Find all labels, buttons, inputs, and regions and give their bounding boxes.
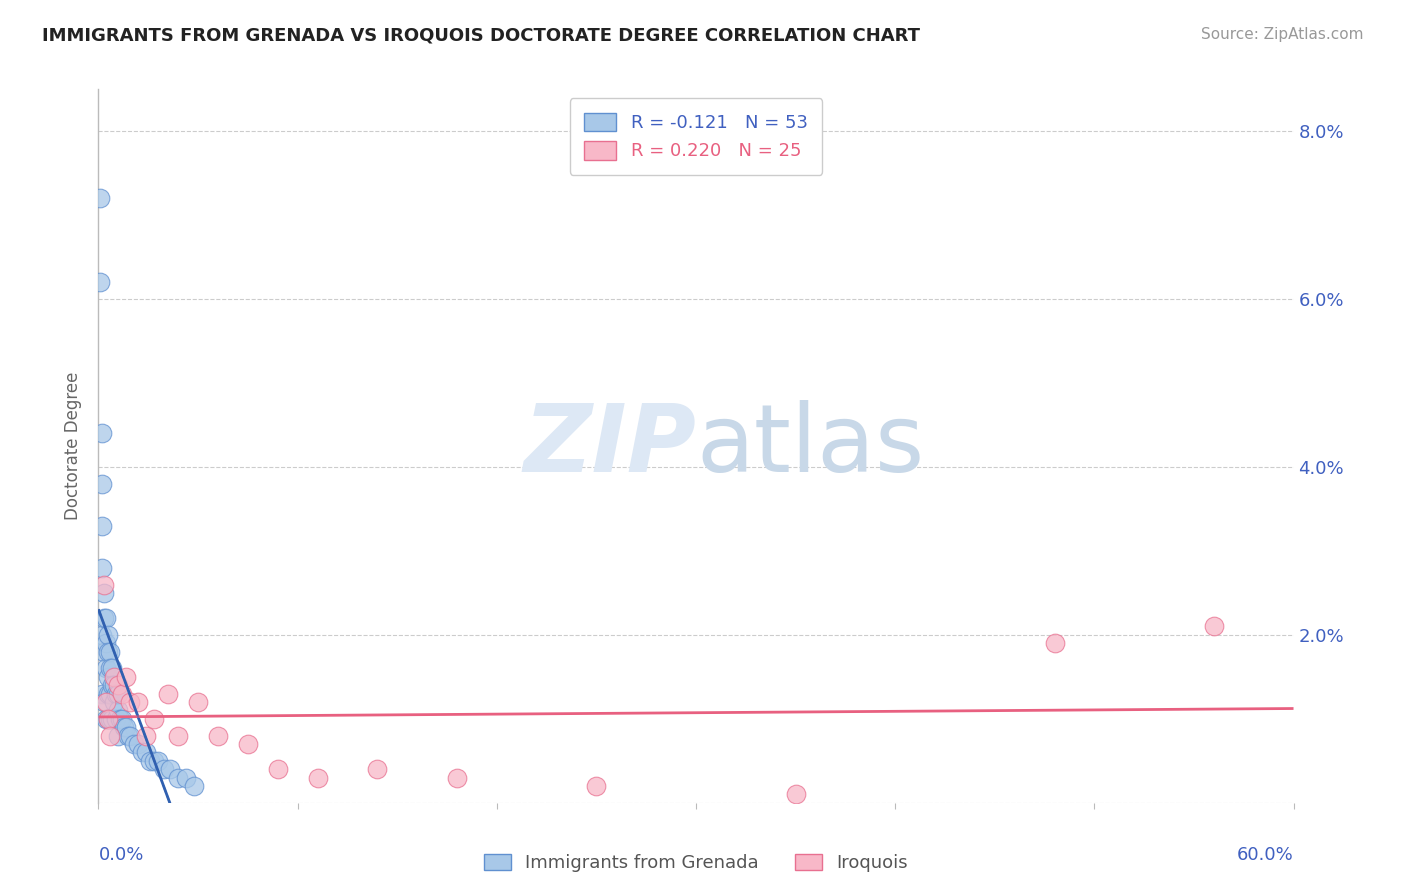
Point bbox=[100, 712, 122, 726]
Point bbox=[143, 754, 166, 768]
Point bbox=[1043, 636, 1066, 650]
Point bbox=[97, 687, 120, 701]
Point bbox=[91, 628, 114, 642]
Point bbox=[785, 788, 807, 802]
Point bbox=[307, 771, 329, 785]
Y-axis label: Doctorate Degree: Doctorate Degree bbox=[65, 372, 83, 520]
Point bbox=[366, 762, 388, 776]
Point bbox=[105, 687, 128, 701]
Point bbox=[139, 754, 162, 768]
Point bbox=[93, 577, 115, 591]
Text: 60.0%: 60.0% bbox=[1237, 846, 1294, 863]
Point bbox=[143, 712, 166, 726]
Point bbox=[103, 678, 125, 692]
Point bbox=[100, 661, 122, 675]
Point bbox=[93, 611, 115, 625]
Point bbox=[183, 779, 205, 793]
Point bbox=[187, 695, 209, 709]
Point bbox=[135, 729, 157, 743]
Point bbox=[97, 670, 120, 684]
Point bbox=[101, 661, 124, 675]
Point bbox=[115, 720, 138, 734]
Point bbox=[93, 586, 115, 600]
Point bbox=[446, 771, 468, 785]
Point bbox=[97, 628, 120, 642]
Point bbox=[96, 661, 118, 675]
Point bbox=[93, 695, 115, 709]
Point bbox=[127, 737, 149, 751]
Point bbox=[111, 712, 134, 726]
Point bbox=[91, 476, 114, 491]
Point bbox=[167, 771, 190, 785]
Point bbox=[111, 687, 134, 701]
Point bbox=[105, 712, 128, 726]
Text: ZIP: ZIP bbox=[523, 400, 696, 492]
Point bbox=[107, 678, 129, 692]
Point bbox=[96, 611, 118, 625]
Point bbox=[100, 645, 122, 659]
Point bbox=[167, 729, 190, 743]
Point bbox=[135, 746, 157, 760]
Point bbox=[97, 712, 120, 726]
Point bbox=[103, 695, 125, 709]
Point bbox=[131, 746, 153, 760]
Point bbox=[107, 687, 129, 701]
Point bbox=[93, 645, 115, 659]
Point bbox=[97, 645, 120, 659]
Text: Source: ZipAtlas.com: Source: ZipAtlas.com bbox=[1201, 27, 1364, 42]
Point bbox=[100, 729, 122, 743]
Point bbox=[236, 737, 259, 751]
Point bbox=[100, 687, 122, 701]
Point bbox=[96, 712, 118, 726]
Point bbox=[97, 712, 120, 726]
Point bbox=[267, 762, 290, 776]
Point bbox=[120, 729, 142, 743]
Point bbox=[157, 687, 180, 701]
Point bbox=[91, 426, 114, 441]
Point bbox=[101, 678, 124, 692]
Point bbox=[110, 712, 132, 726]
Point bbox=[91, 687, 114, 701]
Point bbox=[107, 729, 129, 743]
Point bbox=[112, 720, 135, 734]
Point bbox=[115, 670, 138, 684]
Point bbox=[1202, 619, 1225, 633]
Point bbox=[153, 762, 176, 776]
Text: 0.0%: 0.0% bbox=[98, 846, 143, 863]
Point bbox=[89, 275, 111, 289]
Point bbox=[96, 636, 118, 650]
Point bbox=[174, 771, 197, 785]
Point bbox=[120, 695, 142, 709]
Legend: Immigrants from Grenada, Iroquois: Immigrants from Grenada, Iroquois bbox=[477, 847, 915, 880]
Point bbox=[107, 703, 129, 717]
Point bbox=[127, 695, 149, 709]
Text: atlas: atlas bbox=[696, 400, 924, 492]
Point bbox=[101, 712, 124, 726]
Text: IMMIGRANTS FROM GRENADA VS IROQUOIS DOCTORATE DEGREE CORRELATION CHART: IMMIGRANTS FROM GRENADA VS IROQUOIS DOCT… bbox=[42, 27, 920, 45]
Point bbox=[148, 754, 170, 768]
Point bbox=[159, 762, 181, 776]
Point bbox=[124, 737, 146, 751]
Point bbox=[117, 729, 139, 743]
Point bbox=[585, 779, 607, 793]
Point bbox=[96, 695, 118, 709]
Point bbox=[207, 729, 229, 743]
Point bbox=[91, 518, 114, 533]
Point bbox=[103, 670, 125, 684]
Point bbox=[89, 191, 111, 205]
Point bbox=[91, 560, 114, 574]
